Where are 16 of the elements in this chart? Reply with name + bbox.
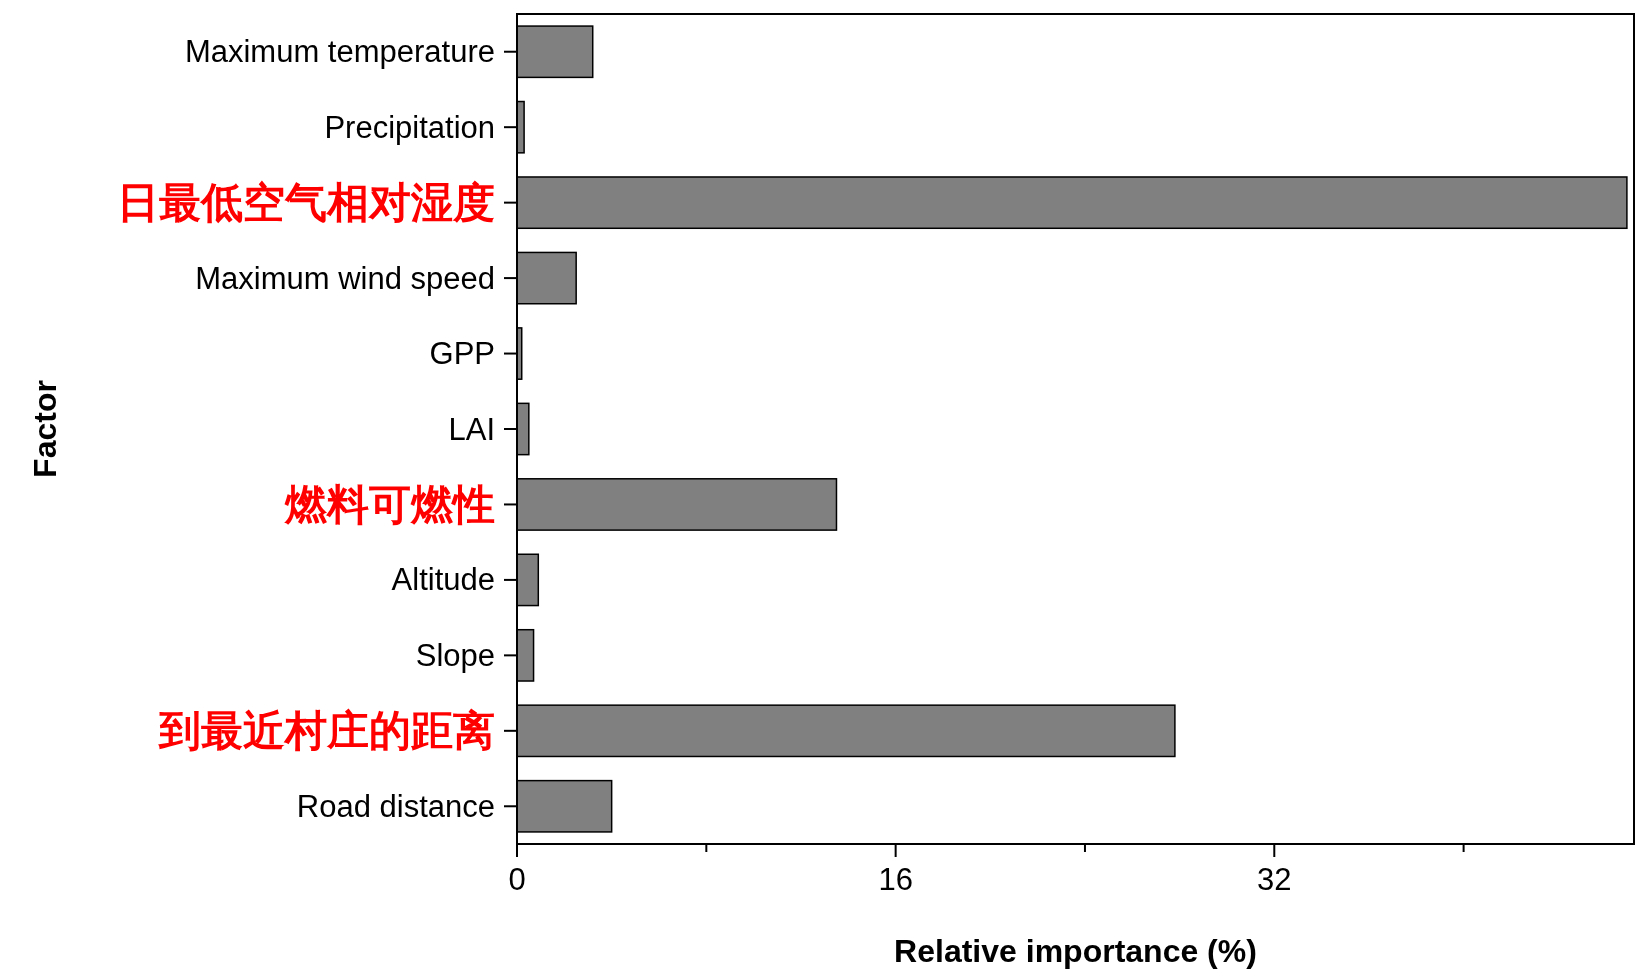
y-tick-label: Road distance <box>296 788 495 824</box>
y-tick-label: Maximum wind speed <box>195 260 495 296</box>
x-axis-title: Relative importance (%) <box>894 933 1257 969</box>
y-tick-label: Precipitation <box>324 109 495 145</box>
y-tick-label: 日最低空气相对湿度 <box>117 179 495 227</box>
y-tick-label: 燃料可燃性 <box>284 480 495 528</box>
x-tick-label: 16 <box>878 862 913 897</box>
y-tick-label: 到最近村庄的距离 <box>158 707 495 755</box>
y-tick-label: Slope <box>415 637 495 673</box>
y-tick-label: Maximum temperature <box>184 34 495 70</box>
x-tick-label: 32 <box>1257 862 1292 897</box>
x-tick-label: 0 <box>508 862 526 897</box>
y-tick-label: Altitude <box>391 562 495 598</box>
y-tick-label: GPP <box>429 336 495 372</box>
y-tick-label: LAI <box>448 411 495 447</box>
y-axis-title: Factor <box>27 380 63 478</box>
